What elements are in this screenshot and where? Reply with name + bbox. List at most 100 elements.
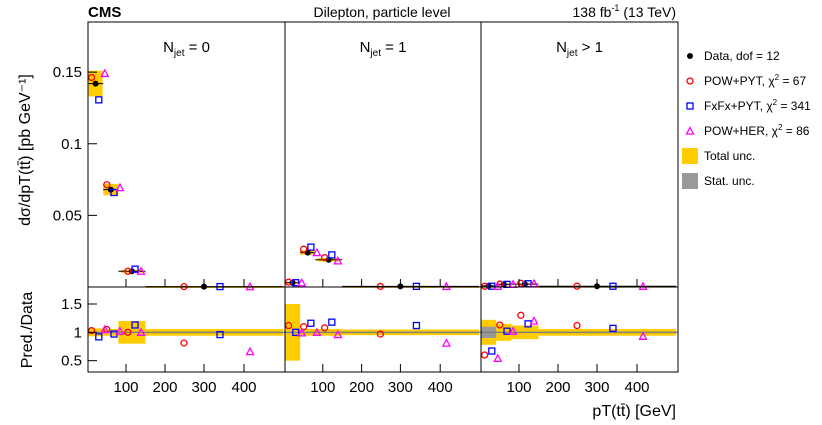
panel-label-rest: = 0 xyxy=(184,39,209,56)
ratio-point-pow-pyt xyxy=(480,351,489,359)
x-tick-label: 100 xyxy=(310,379,335,396)
pred-point-fxfx-pyt xyxy=(292,279,300,287)
legend-label: Stat. unc. xyxy=(704,174,755,188)
ratio-point-pow-pyt xyxy=(320,324,329,332)
ratio-point-fxfx-pyt xyxy=(488,347,496,355)
top-panel-frame xyxy=(87,21,286,288)
legend-label-prefix: POW+HER, χ xyxy=(704,124,779,138)
y-tick-label-bottom: 0.5 xyxy=(61,353,82,370)
legend-label-sup: 2 xyxy=(773,98,778,107)
lumi-rest: (13 TeV) xyxy=(619,4,676,20)
x-tick-label: 300 xyxy=(388,379,413,396)
pred-point-fxfx-pyt xyxy=(412,282,421,291)
pred-point-pow-pyt xyxy=(320,253,329,262)
x-tick-label: 400 xyxy=(231,379,256,396)
ratio-point-pow-her xyxy=(136,327,146,336)
ratio-point-pow-her xyxy=(312,327,322,336)
ratio-point-pow-pyt xyxy=(284,321,293,330)
ratio-point-pow-pyt xyxy=(87,326,96,335)
top-panel-frame xyxy=(480,21,679,288)
legend-label: POW+PYT, χ2 = 67 xyxy=(704,73,806,88)
pred-point-pow-pyt xyxy=(517,279,525,287)
panel-label-main: N xyxy=(360,39,371,56)
legend-label: POW+HER, χ2 = 86 xyxy=(704,123,810,138)
pred-point-pow-pyt xyxy=(480,282,489,290)
legend-item-powpyt: POW+PYT, χ2 = 67 xyxy=(686,73,806,88)
axes-frames xyxy=(87,21,679,373)
chart-title: Dilepton, particle level xyxy=(314,4,451,20)
panel-label-sub: jet xyxy=(369,48,381,59)
legend-label-prefix: POW+PYT, χ xyxy=(704,74,775,88)
legend-label-prefix: Stat. unc. xyxy=(704,174,755,188)
x-tick-label: 200 xyxy=(152,379,177,396)
x-tick-label: 200 xyxy=(545,379,570,396)
y-axis-label-bottom: Pred./Data xyxy=(19,292,36,369)
y-axis-label-top: dσ/dpT(tt̄) [pb GeV⁻¹] xyxy=(17,74,34,226)
panel-label-rest: > 1 xyxy=(577,39,602,56)
experiment-label: CMS xyxy=(88,4,121,21)
pred-point-pow-her xyxy=(136,266,146,275)
ratio-panel-frame xyxy=(480,286,679,373)
legend-label-suffix: = 341 xyxy=(777,99,811,113)
pred-point-pow-her xyxy=(441,281,451,291)
panel-label-main: N xyxy=(556,39,567,56)
axis-texts: 100 200 300 400 Njet = 0 100 200 300 400 Njet = 1… xyxy=(53,39,650,396)
ratio-point-fxfx-pyt xyxy=(609,324,617,333)
x-tick-label: 200 xyxy=(349,379,374,396)
legend-label: FxFx+PYT, χ2 = 341 xyxy=(704,98,811,113)
pred-point-fxfx-pyt xyxy=(131,265,139,273)
legend-label-prefix: FxFx+PYT, χ xyxy=(704,99,773,113)
pred-point-pow-pyt xyxy=(573,282,581,290)
axis-ticks xyxy=(88,71,638,372)
legend-marker-pow-pyt xyxy=(686,77,694,85)
pred-point-fxfx-pyt xyxy=(328,251,336,259)
legend-item-stat: Stat. unc. xyxy=(682,173,755,189)
y-tick-label-top: 0.05 xyxy=(53,207,82,224)
x-tick-label: 300 xyxy=(584,379,609,396)
legend-label-sup: 2 xyxy=(775,73,780,82)
legend-item-total: Total unc. xyxy=(682,148,755,164)
uncertainty-bands xyxy=(88,70,677,361)
y-tick-label-top: 0.1 xyxy=(61,136,82,153)
pred-point-pow-her xyxy=(493,281,503,291)
ratio-point-pow-her xyxy=(508,326,518,335)
pred-point-pow-pyt xyxy=(376,282,385,291)
ratio-point-fxfx-pyt xyxy=(216,330,224,339)
pred-point-pow-her xyxy=(115,182,125,192)
panel-label: Njet = 0 xyxy=(163,39,210,59)
pred-point-pow-pyt xyxy=(103,181,111,189)
y-tick-label-bottom: 1 xyxy=(74,324,82,341)
x-tick-label: 400 xyxy=(624,379,649,396)
legend-marker-pow-her xyxy=(685,126,695,135)
panel-label-sub: jet xyxy=(566,48,578,59)
ratio-point-pow-pyt xyxy=(180,339,188,347)
legend-label: Total unc. xyxy=(704,149,755,163)
ratio-point-pow-her xyxy=(100,324,110,334)
lumi-sup: -1 xyxy=(611,3,619,13)
ratio-point-pow-her xyxy=(441,338,451,347)
legend-label-prefix: Total unc. xyxy=(704,149,755,163)
x-tick-label: 100 xyxy=(113,379,138,396)
legend-label: Data, dof = 12 xyxy=(704,49,780,63)
ratio-point-pow-pyt xyxy=(573,321,581,330)
ratio-point-pow-her xyxy=(245,346,255,356)
legend-label-prefix: Data, dof = 12 xyxy=(704,49,780,63)
panel-label: Njet = 1 xyxy=(360,39,407,59)
ratio-point-pow-her xyxy=(493,353,503,363)
pred-point-fxfx-pyt xyxy=(609,282,617,290)
pred-point-pow-pyt xyxy=(124,267,132,275)
ratio-point-pow-pyt xyxy=(376,330,385,338)
pred-point-pow-her xyxy=(245,281,255,291)
ratio-point-pow-her xyxy=(333,329,343,339)
lumi-main: 138 fb xyxy=(573,4,612,20)
ratio-point-fxfx-pyt xyxy=(412,321,421,330)
x-tick-label: 400 xyxy=(428,379,453,396)
legend-item-powher: POW+HER, χ2 = 86 xyxy=(685,123,810,138)
data-marks xyxy=(87,68,677,363)
legend-label-suffix: = 67 xyxy=(779,74,806,88)
legend-swatch-total xyxy=(682,148,698,164)
legend-marker-data xyxy=(687,53,693,59)
pred-point-pow-her xyxy=(100,68,110,78)
